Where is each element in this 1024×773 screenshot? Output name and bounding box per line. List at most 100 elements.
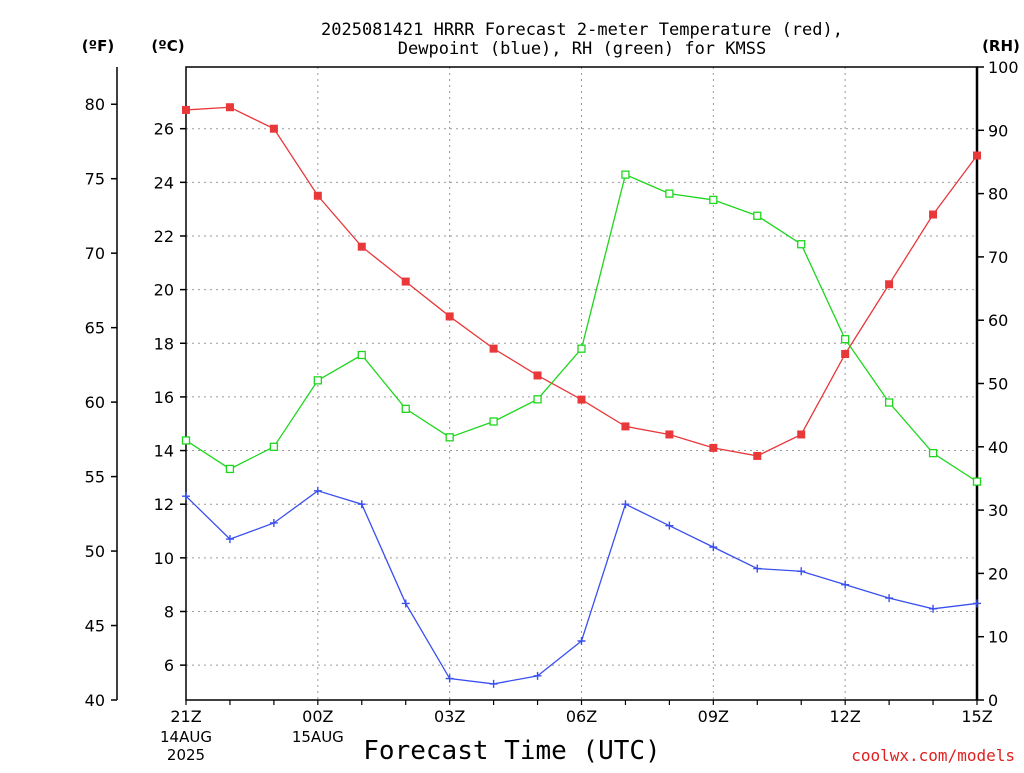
temperature-point bbox=[621, 422, 630, 431]
dewpoint-point bbox=[929, 604, 938, 613]
rh-tick-label: 50 bbox=[988, 375, 1008, 394]
rh-point bbox=[181, 436, 191, 445]
rh-tick-label: 90 bbox=[988, 121, 1008, 140]
temperature-point bbox=[445, 312, 454, 321]
chart-title-line-1: 2025081421 HRRR Forecast 2-meter Tempera… bbox=[321, 20, 843, 40]
temperature-point bbox=[313, 191, 322, 200]
x-axis-label: Forecast Time (UTC) bbox=[363, 736, 660, 766]
x-tick-label: 00Z bbox=[302, 707, 333, 726]
x-tick-label: 15Z bbox=[961, 707, 992, 726]
x-tick-label: 09Z bbox=[698, 707, 729, 726]
dewpoint-point bbox=[269, 518, 278, 527]
credit-text: coolwx.com/models bbox=[851, 746, 1015, 765]
fahrenheit-tick-label: 50 bbox=[85, 542, 105, 561]
dewpoint-point bbox=[225, 535, 234, 544]
series bbox=[181, 103, 982, 688]
temperature-point bbox=[225, 103, 234, 112]
x-date-label: 15AUG bbox=[292, 728, 344, 746]
temperature-point bbox=[753, 451, 762, 460]
plot-frame bbox=[185, 66, 978, 701]
dewpoint-point bbox=[357, 500, 366, 509]
rh-tick-label: 30 bbox=[988, 501, 1008, 520]
celsius-tick-label: 24 bbox=[154, 173, 174, 192]
rh-unit-label: (RH) bbox=[982, 37, 1020, 55]
rh-point bbox=[841, 335, 850, 344]
temperature-point bbox=[577, 395, 586, 404]
temperature-point bbox=[929, 210, 938, 219]
dewpoint-point bbox=[709, 543, 718, 552]
axes: 4045505560657075806810121416182022242601… bbox=[85, 58, 1019, 764]
x-tick-label: 06Z bbox=[566, 707, 597, 726]
dewpoint-point bbox=[753, 564, 762, 573]
rh-tick-label: 20 bbox=[988, 564, 1008, 583]
temperature-point bbox=[269, 124, 278, 133]
dewpoint-point bbox=[621, 500, 630, 509]
celsius-tick-label: 18 bbox=[154, 334, 174, 353]
rh-tick-label: 60 bbox=[988, 311, 1008, 330]
rh-point bbox=[533, 395, 542, 404]
temperature-point bbox=[182, 105, 190, 114]
dewpoint-point bbox=[445, 674, 454, 683]
celsius-tick-label: 16 bbox=[154, 388, 174, 407]
rh-tick-label: 40 bbox=[988, 438, 1008, 457]
grid bbox=[186, 67, 977, 700]
rh-point bbox=[225, 464, 235, 474]
dewpoint-point bbox=[401, 599, 410, 608]
fahrenheit-unit-label: (ºF) bbox=[82, 37, 114, 55]
rh-point bbox=[269, 442, 279, 451]
dewpoint-point bbox=[577, 636, 586, 645]
rh-point bbox=[972, 477, 982, 486]
celsius-tick-label: 10 bbox=[154, 549, 174, 568]
chart-title-line-2: Dewpoint (blue), RH (green) for KMSS bbox=[398, 39, 766, 59]
rh-tick-label: 80 bbox=[988, 185, 1008, 204]
rh-point bbox=[709, 195, 718, 205]
dewpoint-point bbox=[841, 580, 850, 589]
rh-tick-label: 70 bbox=[988, 248, 1008, 267]
rh-tick-label: 100 bbox=[988, 58, 1019, 77]
fahrenheit-tick-label: 40 bbox=[85, 691, 105, 710]
dewpoint-point bbox=[533, 671, 542, 680]
temperature-point bbox=[665, 430, 674, 439]
temperature-point bbox=[973, 151, 981, 160]
dewpoint-point bbox=[973, 599, 981, 608]
x-tick-label: 03Z bbox=[434, 707, 465, 726]
celsius-tick-label: 6 bbox=[164, 656, 174, 675]
celsius-tick-label: 8 bbox=[164, 602, 174, 621]
x-year-label: 2025 bbox=[167, 746, 205, 764]
rh-point bbox=[753, 211, 762, 220]
fahrenheit-tick-label: 60 bbox=[85, 393, 105, 412]
rh-point bbox=[665, 189, 674, 198]
fahrenheit-tick-label: 70 bbox=[85, 244, 105, 263]
x-tick-label: 21Z bbox=[170, 707, 201, 726]
temperature-point bbox=[797, 430, 806, 439]
rh-tick-label: 0 bbox=[988, 691, 998, 710]
dewpoint-point bbox=[885, 594, 894, 603]
temperature-point bbox=[489, 344, 498, 353]
rh-point bbox=[489, 417, 498, 426]
x-tick-label: 12Z bbox=[830, 707, 861, 726]
celsius-tick-label: 26 bbox=[154, 120, 174, 139]
temperature-point bbox=[709, 443, 718, 452]
dewpoint-line bbox=[185, 490, 978, 685]
rh-point bbox=[445, 433, 454, 442]
rh-point bbox=[313, 376, 322, 385]
rh-tick-label: 10 bbox=[988, 628, 1008, 647]
dewpoint-point bbox=[489, 679, 498, 688]
fahrenheit-tick-label: 75 bbox=[85, 170, 105, 189]
rh-point bbox=[577, 344, 586, 353]
x-date-label: 14AUG bbox=[160, 728, 212, 746]
dewpoint-point bbox=[797, 567, 806, 576]
rh-point bbox=[928, 448, 938, 458]
celsius-tick-label: 20 bbox=[154, 281, 174, 300]
rh-point bbox=[797, 240, 806, 249]
temperature-point bbox=[533, 371, 542, 380]
fahrenheit-tick-label: 65 bbox=[85, 319, 105, 338]
rh-point bbox=[621, 170, 630, 179]
rh-point bbox=[401, 404, 410, 413]
dewpoint-point bbox=[313, 486, 322, 495]
dewpoint-point bbox=[665, 521, 674, 530]
celsius-tick-label: 12 bbox=[154, 495, 174, 514]
temperature-point bbox=[885, 280, 894, 289]
